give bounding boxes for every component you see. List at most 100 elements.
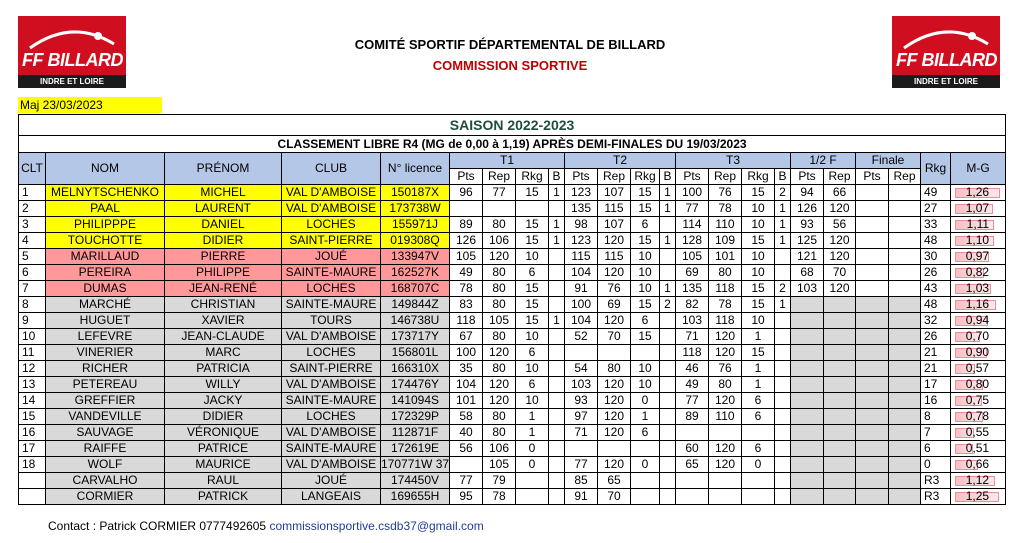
cell-t3-b	[774, 248, 791, 265]
cell-t3-rkg: 10	[741, 216, 775, 233]
cell-t3-rkg: 15	[741, 232, 775, 249]
page-subtitle: COMMISSION SPORTIVE	[432, 58, 588, 73]
contact-email[interactable]: commissionsportive.csdb37@gmail.com	[269, 519, 484, 533]
cell-t2-rkg: 15	[630, 200, 660, 217]
cell-half-rep	[823, 440, 856, 457]
cell-t2-b	[659, 248, 676, 265]
cell-mg: 1,12	[949, 472, 1007, 489]
cell-rkg: 49	[920, 184, 951, 201]
cell-half-pts	[790, 424, 824, 441]
cell-t2-b	[659, 344, 676, 361]
cell-clt: 8	[18, 296, 46, 313]
cell-t2-rkg: 10	[630, 264, 660, 281]
cell-t1-b	[548, 376, 565, 393]
cell-final-pts	[855, 312, 889, 329]
mg-databar	[955, 476, 995, 486]
cell-t3-b	[774, 440, 791, 457]
cell-t1-rep	[482, 200, 516, 217]
cell-licence: 173738W	[380, 200, 450, 217]
cell-t3-rkg: 1	[741, 360, 775, 377]
cell-club: JOUÉ	[281, 472, 381, 489]
logo-subtitle: INDRE ET LOIRE	[18, 75, 126, 88]
cell-licence: 133947V	[380, 248, 450, 265]
cell-t1-rkg: 6	[515, 344, 549, 361]
cell-nom: WOLF	[45, 456, 165, 473]
cell-t3-pts: 46	[675, 360, 709, 377]
cell-t2-rkg	[630, 488, 660, 505]
col-half-final: 1/2 F	[790, 152, 856, 169]
cell-t1-rep: 80	[482, 296, 516, 313]
cell-t3-b	[774, 424, 791, 441]
mg-databar	[955, 188, 1000, 198]
cell-t3-pts	[675, 472, 709, 489]
mg-databar	[955, 460, 978, 470]
subcol-b: B	[774, 168, 791, 185]
cell-t3-rep: 110	[708, 216, 742, 233]
cell-prenom: XAVIER	[164, 312, 282, 329]
cell-final-pts	[855, 328, 889, 345]
col-mg: M-G	[949, 152, 1007, 185]
cell-clt: 2	[18, 200, 46, 217]
cell-t2-rkg: 15	[630, 296, 660, 313]
col-t3: T3	[675, 152, 791, 169]
cell-t2-rep: 120	[597, 456, 631, 473]
cell-half-pts: 94	[790, 184, 824, 201]
mg-value: 0,90	[965, 345, 990, 360]
cell-final-rep	[888, 184, 921, 201]
mg-value: 1,11	[966, 217, 990, 232]
cell-t2-rep	[597, 344, 631, 361]
cell-prenom: PHILIPPE	[164, 264, 282, 281]
cell-half-pts	[790, 296, 824, 313]
cell-clt: 5	[18, 248, 46, 265]
mg-databar	[955, 332, 980, 342]
cell-t2-b	[659, 360, 676, 377]
cell-t1-b	[548, 328, 565, 345]
cell-half-rep	[823, 376, 856, 393]
cell-final-pts	[855, 424, 889, 441]
cell-t1-rkg: 0	[515, 456, 549, 473]
cell-t1-rep: 80	[482, 264, 516, 281]
cell-t2-pts: 100	[564, 296, 598, 313]
cell-half-rep: 120	[823, 200, 856, 217]
contact-text: Contact : Patrick CORMIER 0777492605	[48, 519, 270, 533]
cell-final-rep	[888, 232, 921, 249]
cell-mg: 0,70	[949, 328, 1007, 345]
cell-mg: 0,51	[949, 440, 1007, 457]
cell-t2-rep: 120	[597, 232, 631, 249]
cell-final-rep	[888, 312, 921, 329]
cell-t1-b: 1	[548, 232, 565, 249]
cell-half-pts	[790, 440, 824, 457]
cell-t1-pts: 89	[449, 216, 483, 233]
cell-half-rep: 56	[823, 216, 856, 233]
cell-prenom: DIDIER	[164, 232, 282, 249]
cell-half-pts	[790, 456, 824, 473]
cell-t2-b	[659, 264, 676, 281]
mg-value: 1,07	[965, 201, 990, 216]
cell-final-pts	[855, 232, 889, 249]
mg-value: 1,12	[965, 473, 990, 488]
cell-nom: CORMIER	[45, 488, 165, 505]
cell-half-pts: 68	[790, 264, 824, 281]
mg-databar	[955, 428, 974, 438]
cell-nom: RICHER	[45, 360, 165, 377]
cell-t3-b	[774, 376, 791, 393]
cell-t1-rep: 78	[482, 488, 516, 505]
cell-final-rep	[888, 328, 921, 345]
cell-t2-pts: 91	[564, 488, 598, 505]
cell-t2-rep: 107	[597, 184, 631, 201]
cell-mg: 0,94	[949, 312, 1007, 329]
cell-club: VAL D'AMBOISE	[281, 328, 381, 345]
cell-clt: 15	[18, 408, 46, 425]
table-row: 2 PAAL LAURENT VAL D'AMBOISE 173738W 135 115 15…	[18, 200, 1007, 217]
cell-t2-b: 1	[659, 280, 676, 297]
cell-t3-rkg: 1	[741, 328, 775, 345]
mg-value: 1,16	[965, 297, 990, 312]
cell-t1-rep: 105	[482, 456, 516, 473]
cell-t3-b	[774, 408, 791, 425]
cell-prenom: RAUL	[164, 472, 282, 489]
cell-licence: 156801L	[380, 344, 450, 361]
cell-t2-b	[659, 312, 676, 329]
subcol-pts: Pts	[855, 168, 889, 185]
cell-t2-b: 1	[659, 184, 676, 201]
cell-rkg: 21	[920, 360, 951, 377]
